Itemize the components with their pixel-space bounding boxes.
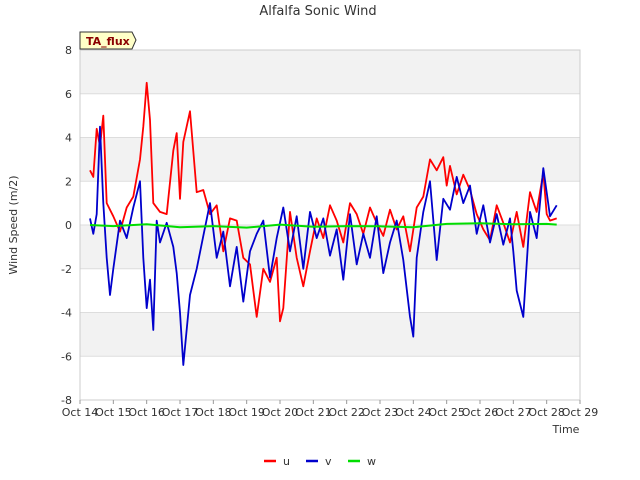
grid-band [80,137,580,182]
x-tick-label: Oct 28 [528,406,565,419]
legend-label-v: v [325,455,332,468]
y-axis: -8 -6 -4 -2 0 2 4 6 8 [61,44,72,407]
x-tick-label: Oct 14 [62,406,99,419]
y-tick-label: -4 [61,307,72,320]
y-tick-label: 6 [65,88,72,101]
grid-band [80,356,580,400]
x-tick-label: Oct 23 [362,406,399,419]
grid-band [80,50,580,94]
x-tick-label: Oct 22 [328,406,365,419]
y-tick-label: 4 [65,132,72,145]
x-tick-label: Oct 27 [495,406,532,419]
x-tick-label: Oct 21 [295,406,332,419]
legend-label-u: u [283,455,290,468]
series-line-u [89,81,557,323]
x-axis-label: Time [552,423,580,436]
y-tick-label: -8 [61,394,72,407]
legend: u v w [264,455,376,468]
x-tick-label: Oct 16 [128,406,165,419]
x-tick-label: Oct 25 [428,406,465,419]
grid-band [80,312,580,357]
x-tick-label: Oct 17 [162,406,199,419]
grid-band [80,268,580,313]
chart-title: Alfalfa Sonic Wind [259,4,376,19]
y-tick-label: -6 [61,350,72,363]
x-tick-label: Oct 29 [562,406,599,419]
grid-band [80,181,580,225]
legend-label-w: w [367,455,376,468]
y-tick-label: 8 [65,44,72,57]
grid-band [80,93,580,138]
ta-flux-badge: TA_flux [79,31,137,50]
x-tick-label: Oct 20 [262,406,299,419]
series-line-v [89,125,558,366]
plot-frame [79,49,581,401]
y-tick-label: -2 [61,263,72,276]
x-tick-label: Oct 26 [462,406,499,419]
series-layer [89,81,558,366]
series-line-w [89,222,557,229]
y-tick-label: 0 [65,219,72,232]
x-tick-label: Oct 15 [95,406,132,419]
x-tick-label: Oct 24 [395,406,432,419]
plot-background [79,49,581,401]
y-tick-label: 2 [65,175,72,188]
badge-label: TA_flux [86,35,130,48]
x-tick-label: Oct 19 [228,406,265,419]
y-axis-label: Wind Speed (m/2) [7,175,20,274]
x-tick-label: Oct 18 [195,406,232,419]
